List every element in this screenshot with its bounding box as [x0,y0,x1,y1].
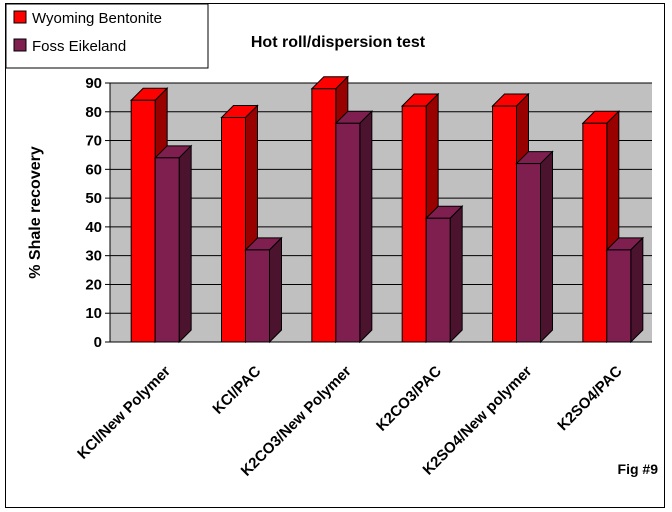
bar-side [449,205,463,344]
y-tick-label: 20 [85,276,102,293]
bar-side [540,150,553,344]
chart-title: Hot roll/dispersion test [251,34,426,51]
bar [334,110,374,344]
bar [153,144,193,344]
bar-side [269,236,282,344]
bar [605,236,645,344]
x-category-label: KCl/New Polymer [74,363,174,463]
y-tick-label: 40 [85,219,102,236]
gridlines [110,82,652,314]
legend: Wyoming Bentonite Foss Eikeland [5,3,209,69]
y-tick-label: 30 [85,248,102,265]
bar-front [154,157,180,343]
legend-swatch [13,38,27,52]
bar-side [178,144,192,344]
y-tick-label: 10 [85,305,102,322]
y-tick-label: 90 [85,75,102,92]
legend-label: Foss Eikeland [32,38,126,55]
x-category-label: K2SO4/PAC [554,363,625,434]
bar [515,150,554,344]
bar-front [425,217,451,343]
x-category-label: KCl/PAC [209,363,264,418]
bar-front [245,249,270,343]
y-tick-label: 80 [85,104,102,121]
y-tick-label: 60 [85,161,102,178]
bar-front [401,105,427,343]
bar [424,205,464,344]
plot-area [110,83,652,342]
y-tick-label: 70 [85,133,102,150]
bar [244,236,283,344]
bar-front [221,117,246,343]
figure-annotation: Fig #9 [618,461,659,477]
legend-swatch [13,10,27,24]
x-category-label: K2CO3/PAC [373,363,445,435]
bar-front [311,88,337,343]
y-tick-label: 0 [94,334,102,351]
bar-side [630,236,644,344]
bar-front [492,105,517,343]
y-axis-label: % Shale recovery [27,146,44,279]
legend-box [5,3,209,69]
legend-label: Wyoming Bentonite [32,10,162,27]
bar-front [335,122,361,343]
bar-front [130,99,156,343]
bar-front [516,163,541,343]
bar-front [582,122,608,343]
bar-front [606,249,632,343]
bar-side [359,110,373,344]
bars [129,75,645,344]
y-tick-label: 50 [85,190,102,207]
